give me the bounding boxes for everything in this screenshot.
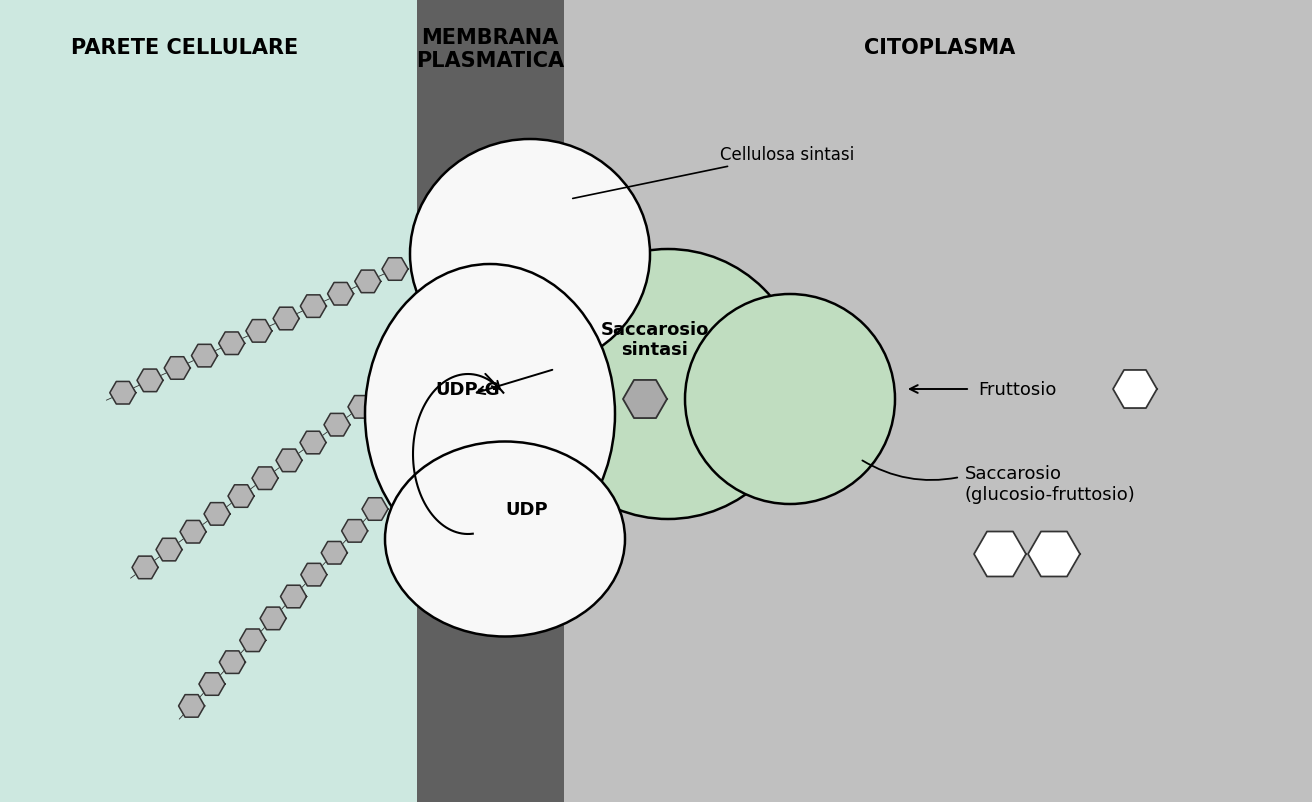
Polygon shape bbox=[219, 333, 244, 355]
Polygon shape bbox=[623, 380, 666, 419]
Polygon shape bbox=[1113, 371, 1157, 408]
Polygon shape bbox=[373, 379, 398, 401]
Polygon shape bbox=[276, 450, 302, 472]
Text: CITOPLASMA: CITOPLASMA bbox=[865, 38, 1015, 58]
Text: UDP-G: UDP-G bbox=[436, 380, 500, 399]
Polygon shape bbox=[260, 607, 286, 630]
Text: Cellulosa sintasi: Cellulosa sintasi bbox=[573, 146, 854, 199]
Polygon shape bbox=[164, 357, 190, 380]
Text: MEMBRANA
PLASMATICA: MEMBRANA PLASMATICA bbox=[416, 28, 564, 71]
Polygon shape bbox=[382, 258, 408, 281]
Text: PARETE CELLULARE: PARETE CELLULARE bbox=[71, 38, 299, 58]
Polygon shape bbox=[321, 542, 348, 565]
Polygon shape bbox=[281, 585, 307, 608]
Polygon shape bbox=[300, 295, 327, 318]
Polygon shape bbox=[133, 557, 157, 579]
Polygon shape bbox=[354, 271, 380, 294]
Polygon shape bbox=[273, 308, 299, 330]
Polygon shape bbox=[348, 396, 374, 419]
Polygon shape bbox=[300, 431, 325, 454]
Bar bbox=[564, 0, 1312, 802]
Ellipse shape bbox=[384, 442, 625, 637]
Polygon shape bbox=[219, 651, 245, 674]
Polygon shape bbox=[156, 539, 182, 561]
Polygon shape bbox=[178, 695, 205, 717]
Polygon shape bbox=[228, 485, 255, 508]
Polygon shape bbox=[110, 382, 136, 404]
Polygon shape bbox=[136, 370, 163, 392]
Bar bbox=[417, 0, 564, 802]
Polygon shape bbox=[240, 630, 266, 652]
Ellipse shape bbox=[533, 249, 803, 520]
Polygon shape bbox=[362, 498, 388, 520]
Text: Saccarosio
(glucosio-fruttosio): Saccarosio (glucosio-fruttosio) bbox=[966, 464, 1136, 503]
Polygon shape bbox=[252, 468, 278, 490]
Ellipse shape bbox=[365, 265, 615, 565]
Ellipse shape bbox=[685, 294, 895, 504]
Bar bbox=[0, 0, 417, 802]
Polygon shape bbox=[192, 345, 218, 367]
Text: Fruttosio: Fruttosio bbox=[977, 380, 1056, 399]
Text: Saccarosio
sintasi: Saccarosio sintasi bbox=[601, 320, 710, 359]
Polygon shape bbox=[328, 283, 353, 306]
Polygon shape bbox=[341, 520, 367, 542]
Polygon shape bbox=[245, 320, 272, 342]
Text: UDP: UDP bbox=[505, 500, 547, 518]
Polygon shape bbox=[974, 532, 1026, 577]
Polygon shape bbox=[324, 414, 350, 436]
Polygon shape bbox=[1029, 532, 1080, 577]
Ellipse shape bbox=[409, 140, 649, 370]
Polygon shape bbox=[199, 673, 224, 695]
Polygon shape bbox=[205, 503, 230, 525]
Polygon shape bbox=[300, 564, 327, 586]
Polygon shape bbox=[180, 520, 206, 543]
